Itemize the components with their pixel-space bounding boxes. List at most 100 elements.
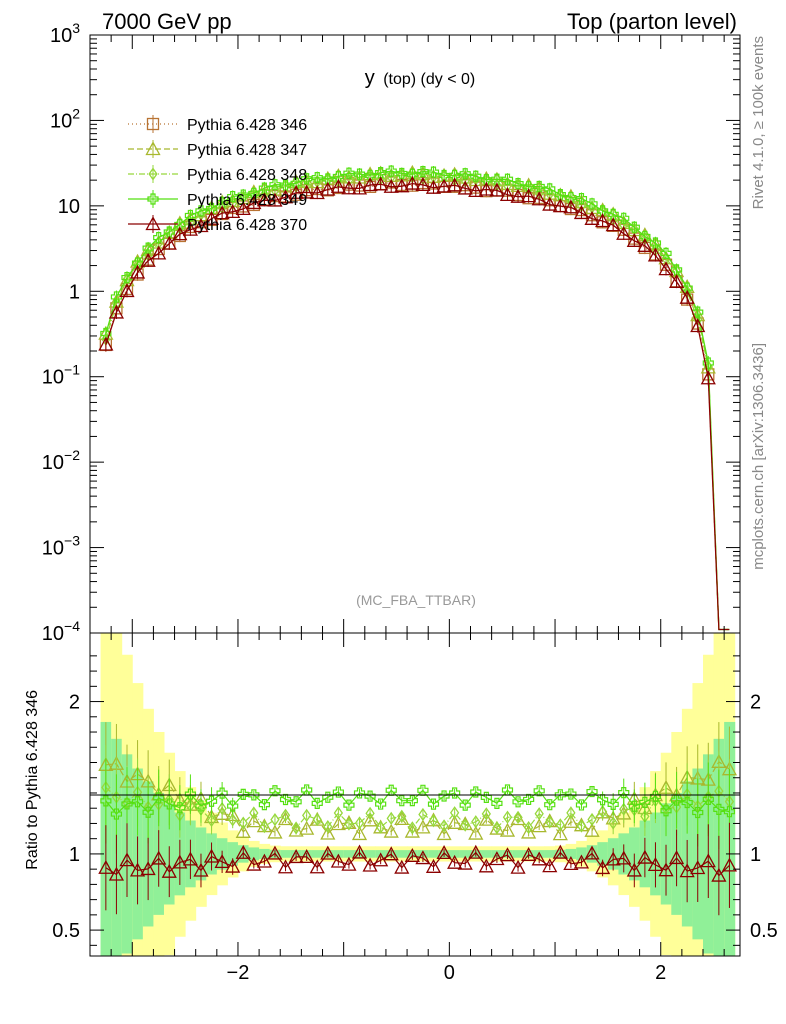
data-point	[459, 168, 471, 180]
ratio-y-tick-label-right: 1	[750, 844, 761, 866]
data-point	[690, 318, 706, 333]
ratio-point	[172, 854, 188, 869]
ratio-point	[404, 823, 420, 838]
ratio-point	[523, 793, 535, 806]
ratio-point	[587, 812, 597, 827]
data-point	[256, 192, 272, 207]
data-point	[668, 273, 685, 288]
series-6-428-349	[100, 164, 730, 631]
ratio-point	[373, 852, 389, 867]
ratio-point	[563, 855, 579, 870]
legend-marker	[147, 193, 159, 205]
data-point	[142, 242, 154, 254]
band-green	[449, 850, 461, 858]
ratio-point	[523, 820, 534, 835]
ratio-point	[235, 823, 251, 838]
header-left: 7000 GeV pp	[102, 9, 232, 34]
data-point	[290, 177, 302, 189]
ratio-point	[531, 818, 547, 833]
ratio-point	[288, 849, 304, 864]
legend-label: Pythia 6.428 349	[187, 192, 307, 209]
data-point	[679, 289, 695, 304]
ratio-point	[649, 790, 662, 803]
data-point	[119, 283, 135, 298]
ratio-axes: 2 2 1 1 0.5 0.5 −2 0 2	[52, 633, 778, 984]
ratio-point	[436, 826, 452, 841]
data-point	[351, 180, 368, 195]
ratio-point	[407, 821, 418, 835]
ratio-point	[427, 798, 440, 810]
data-point	[639, 230, 651, 243]
data-point	[140, 252, 156, 267]
ratio-point	[492, 821, 502, 835]
ratio-point	[153, 792, 165, 804]
ratio-point	[499, 822, 516, 837]
data-point	[214, 205, 230, 220]
ratio-point	[681, 796, 693, 809]
watermark: (MC_FBA_TTBAR)	[356, 592, 476, 608]
data-point	[702, 357, 714, 369]
ratio-point	[459, 799, 471, 811]
ratio-point	[713, 803, 725, 816]
ratio-point	[206, 813, 217, 828]
data-point	[417, 166, 429, 178]
data-point	[277, 189, 294, 204]
band-green	[576, 847, 588, 861]
y-tick-label: 10−1	[42, 362, 80, 389]
ratio-frame	[89, 632, 741, 957]
ratio-y-tick-label: 2	[69, 692, 80, 714]
ratio-point	[565, 788, 577, 800]
data-point	[618, 212, 630, 224]
ratio-point	[555, 818, 565, 832]
legend: Pythia 6.428 346 Pythia 6.428 347 Pythia 6…	[128, 115, 307, 234]
data-point	[182, 221, 198, 236]
series-6-428-346	[99, 176, 730, 631]
data-point	[332, 170, 344, 183]
data-point	[153, 232, 165, 244]
data-point	[595, 213, 611, 228]
data-point	[616, 225, 632, 240]
ratio-point	[258, 799, 270, 811]
y-tick-label-base: 10	[58, 196, 80, 218]
ratio-point	[468, 825, 484, 840]
ratio-point	[351, 844, 368, 859]
data-point	[523, 181, 535, 193]
data-point	[269, 179, 281, 191]
y-tick-label-exp: −2	[64, 447, 80, 463]
data-point	[427, 166, 440, 178]
ratio-point	[161, 863, 177, 878]
y-tick-label-base: 10	[42, 452, 64, 474]
main-title-sub: (top) (dy < 0)	[383, 71, 475, 88]
legend-label: Pythia 6.428 370	[187, 217, 307, 234]
data-point	[406, 168, 418, 180]
data-point	[521, 188, 537, 203]
data-point	[225, 203, 241, 218]
y-tick-label-base: 10	[42, 367, 64, 389]
y-tick-label: 1	[69, 281, 80, 303]
ratio-point	[436, 845, 452, 860]
ratio-point	[545, 815, 555, 829]
y-tick-label-exp: −3	[64, 533, 80, 549]
main-title: y (top) (dy < 0)	[365, 67, 475, 89]
data-point	[626, 232, 642, 247]
data-point	[396, 167, 408, 180]
series-6-428-370	[98, 175, 730, 631]
ratio-point	[512, 796, 524, 808]
ratio-point	[628, 800, 640, 812]
band-green	[459, 850, 471, 858]
data-point	[394, 178, 410, 193]
band-green	[280, 850, 292, 858]
y-tick-label-exp: −1	[64, 362, 80, 378]
ratio-point	[607, 798, 619, 810]
ratio-point	[670, 794, 683, 806]
ratio-point	[584, 845, 600, 860]
data-point	[362, 177, 378, 192]
data-point	[489, 182, 505, 197]
ratio-point	[259, 819, 270, 834]
ratio-point	[478, 811, 494, 826]
ratio-point	[544, 799, 556, 811]
ratio-point	[330, 816, 346, 831]
ratio-point	[121, 798, 133, 810]
ratio-point	[605, 851, 621, 866]
